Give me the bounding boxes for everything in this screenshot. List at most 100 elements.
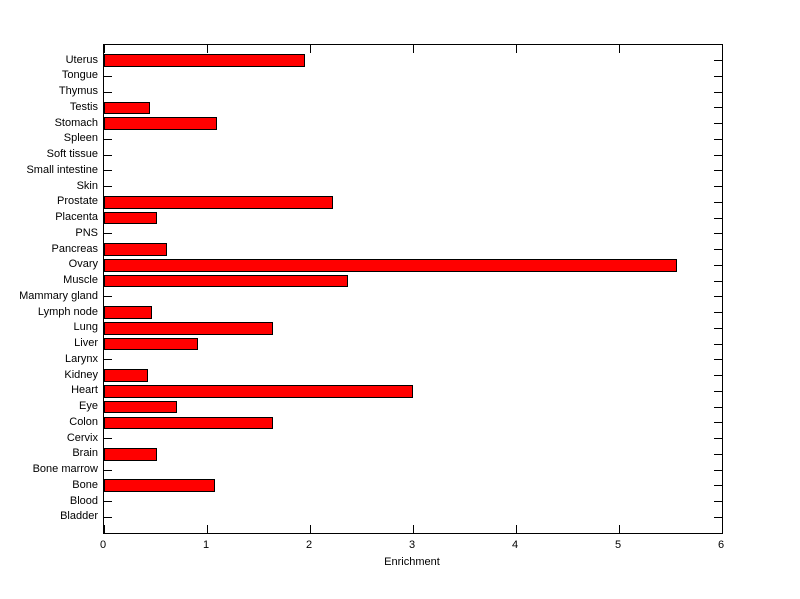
bar-colon — [104, 416, 273, 430]
category-label: Skin — [76, 179, 98, 192]
x-tick-top — [515, 45, 517, 53]
y-tick-right — [714, 201, 722, 203]
category-label: Uterus — [65, 53, 98, 66]
y-tick-right — [714, 485, 722, 487]
bar-stomach — [104, 117, 218, 130]
category-label: Placenta — [55, 211, 98, 224]
y-tick-right — [714, 60, 722, 62]
y-tick-right — [714, 280, 722, 282]
x-tick-label: 4 — [511, 539, 519, 551]
category-label: Bone — [72, 478, 98, 491]
y-tick-right — [714, 343, 722, 345]
y-tick-right — [714, 312, 722, 314]
category-label: Eye — [79, 400, 98, 413]
category-label: Kidney — [64, 368, 98, 381]
y-tick-right — [714, 123, 722, 125]
y-tick-left — [104, 359, 112, 361]
category-label: Muscle — [63, 274, 98, 287]
x-tick-top — [721, 45, 723, 53]
category-label: Brain — [72, 447, 98, 460]
y-tick-right — [714, 249, 722, 251]
category-label: Colon — [69, 415, 98, 428]
y-tick-left — [104, 75, 112, 77]
bar-prostate — [104, 196, 333, 209]
x-tick-bottom — [309, 525, 311, 533]
category-label: Liver — [74, 337, 98, 350]
category-label: Mammary gland — [19, 289, 98, 302]
y-tick-right — [714, 154, 722, 156]
x-tick-label: 3 — [408, 539, 416, 551]
category-label: Prostate — [57, 195, 98, 208]
y-tick-right — [714, 75, 722, 77]
category-label: Bone marrow — [32, 463, 98, 476]
y-tick-left — [104, 469, 112, 471]
bar-lung — [104, 322, 273, 335]
y-tick-left — [104, 154, 112, 156]
bar-eye — [104, 400, 178, 414]
y-tick-right — [714, 469, 722, 471]
category-label: Lung — [73, 321, 98, 334]
category-label: Bladder — [60, 510, 98, 523]
y-tick-right — [714, 453, 722, 455]
category-label: Cervix — [66, 431, 98, 444]
category-label: Larynx — [64, 352, 98, 365]
bar-lymph-node — [104, 306, 153, 319]
bar-liver — [104, 337, 198, 351]
y-tick-left — [104, 516, 112, 518]
y-tick-right — [714, 406, 722, 408]
y-tick-right — [714, 107, 722, 109]
y-tick-left — [104, 91, 112, 93]
x-tick-bottom — [412, 525, 414, 533]
x-tick-label: 2 — [305, 539, 313, 551]
plot-area — [103, 44, 723, 534]
y-tick-right — [714, 438, 722, 440]
y-tick-right — [714, 186, 722, 188]
x-tick-top — [103, 45, 105, 53]
y-tick-right — [714, 217, 722, 219]
y-tick-right — [714, 327, 722, 329]
y-tick-right — [714, 375, 722, 377]
y-tick-right — [714, 516, 722, 518]
bar-ovary — [104, 259, 677, 272]
y-tick-left — [104, 170, 112, 172]
x-tick-label: 5 — [614, 539, 622, 551]
y-tick-left — [104, 296, 112, 298]
y-tick-left — [104, 438, 112, 440]
x-tick-label: 0 — [99, 539, 107, 551]
x-tick-top — [206, 45, 208, 53]
x-tick-top — [412, 45, 414, 53]
y-tick-left — [104, 186, 112, 188]
x-tick-bottom — [515, 525, 517, 533]
bar-kidney — [104, 369, 149, 382]
y-tick-left — [104, 233, 112, 235]
category-label: Stomach — [54, 116, 98, 129]
bar-heart — [104, 385, 413, 398]
x-tick-label: 1 — [202, 539, 210, 551]
bar-placenta — [104, 211, 157, 225]
y-tick-right — [714, 501, 722, 503]
x-tick-top — [309, 45, 311, 53]
y-tick-right — [714, 233, 722, 235]
y-tick-right — [714, 170, 722, 172]
category-label: Blood — [69, 494, 98, 507]
y-tick-right — [714, 422, 722, 424]
y-tick-left — [104, 138, 112, 140]
bar-bone — [104, 479, 216, 493]
category-label: Small intestine — [26, 163, 98, 176]
category-label: Tongue — [61, 69, 98, 82]
category-label: Lymph node — [37, 305, 98, 318]
x-tick-top — [618, 45, 620, 53]
bar-uterus — [104, 54, 305, 68]
x-tick-bottom — [721, 525, 723, 533]
category-label: PNS — [75, 226, 98, 239]
y-tick-left — [104, 501, 112, 503]
x-axis-title: Enrichment — [384, 556, 440, 568]
bar-pancreas — [104, 243, 167, 256]
category-label: Soft tissue — [46, 148, 98, 161]
bar-testis — [104, 101, 151, 115]
bar-muscle — [104, 274, 349, 288]
category-label: Thymus — [58, 85, 98, 98]
x-tick-bottom — [103, 525, 105, 533]
bar-brain — [104, 447, 157, 461]
